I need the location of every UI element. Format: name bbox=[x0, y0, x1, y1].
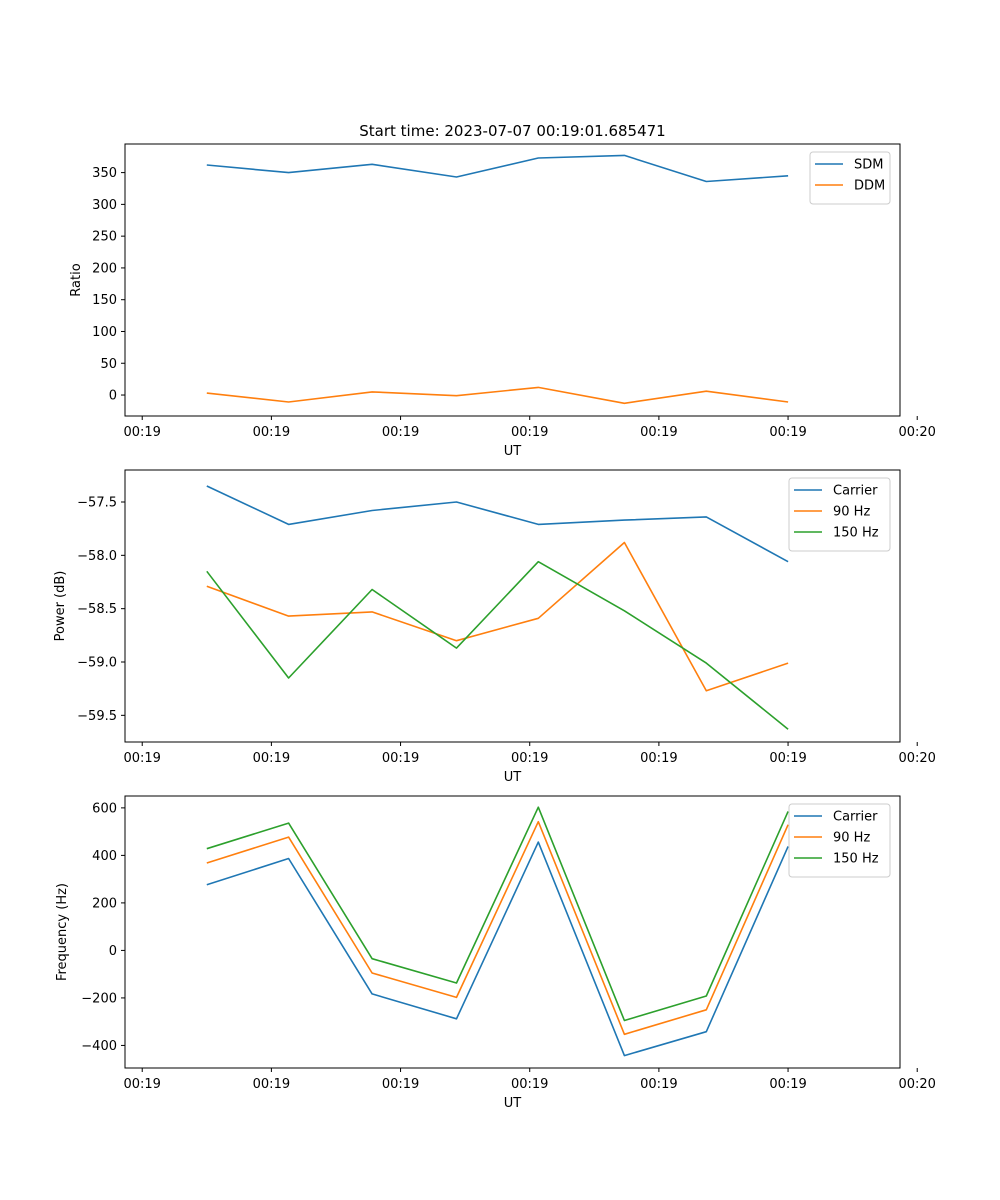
x-tick-label: 00:19 bbox=[123, 425, 160, 440]
y-tick-label: −200 bbox=[81, 991, 117, 1006]
x-tick-label: 00:19 bbox=[253, 751, 290, 766]
y-tick-label: 350 bbox=[92, 166, 117, 181]
x-axis-label: UT bbox=[504, 770, 522, 785]
x-tick-label: 00:19 bbox=[769, 425, 806, 440]
axes-frame bbox=[124, 143, 901, 417]
subplot-frequency: −400 −200 0 200 400 600 00:19 00:19 00:19 00:19 00… bbox=[55, 795, 936, 1111]
y-tick-label: −400 bbox=[81, 1039, 117, 1054]
legend-label: SDM bbox=[854, 158, 883, 173]
x-tick-label: 00:19 bbox=[123, 751, 160, 766]
figure-title: Start time: 2023-07-07 00:19:01.685471 bbox=[359, 122, 665, 140]
x-tick-label: 00:19 bbox=[511, 751, 548, 766]
legend-label: 90 Hz bbox=[833, 831, 870, 846]
series-line-carrier bbox=[206, 841, 789, 1057]
x-tick-label: 00:20 bbox=[898, 1077, 935, 1092]
x-tick-label: 00:19 bbox=[123, 1077, 160, 1092]
x-tick-label: 00:19 bbox=[640, 425, 677, 440]
y-tick-label: 0 bbox=[109, 389, 117, 404]
y-tick-label: 600 bbox=[92, 801, 117, 816]
x-axis-label: UT bbox=[504, 1096, 522, 1111]
y-tick-label: 100 bbox=[92, 325, 117, 340]
series-line-90-hz bbox=[206, 541, 789, 692]
y-tick-label: 300 bbox=[92, 198, 117, 213]
legend: Carrier 90 Hz 150 Hz bbox=[788, 477, 891, 552]
x-axis-label: UT bbox=[504, 444, 522, 459]
y-tick-label: 50 bbox=[100, 357, 117, 372]
y-tick-label: 200 bbox=[92, 896, 117, 911]
y-tick-label: 400 bbox=[92, 849, 117, 864]
y-tick-label: 150 bbox=[92, 293, 117, 308]
series-line-ddm bbox=[206, 386, 789, 405]
subplot-ratio: 0 50 100 150 200 250 300 350 00:19 00:19 00:19 00:1… bbox=[69, 143, 936, 459]
series-line-sdm bbox=[206, 154, 789, 183]
y-axis-label: Frequency (Hz) bbox=[55, 883, 70, 981]
axes-frame bbox=[124, 469, 901, 743]
x-tick-label: 00:20 bbox=[898, 425, 935, 440]
legend: Carrier 90 Hz 150 Hz bbox=[788, 803, 891, 878]
x-tick-label: 00:19 bbox=[640, 751, 677, 766]
x-tick-label: 00:19 bbox=[640, 1077, 677, 1092]
legend-label: 90 Hz bbox=[833, 505, 870, 520]
series-line-90-hz bbox=[206, 820, 789, 1036]
x-tick-label: 00:19 bbox=[511, 425, 548, 440]
legend: SDM DDM bbox=[809, 151, 891, 205]
legend-label: DDM bbox=[854, 179, 885, 194]
y-tick-label: −57.5 bbox=[77, 496, 117, 511]
x-tick-label: 00:19 bbox=[769, 751, 806, 766]
subplot-power: −59.5 −59.0 −58.5 −58.0 −57.5 00:19 00:19 00:19… bbox=[53, 469, 936, 785]
y-tick-label: −58.0 bbox=[77, 549, 117, 564]
legend-label: 150 Hz bbox=[833, 852, 879, 867]
y-tick-label: 200 bbox=[92, 261, 117, 276]
x-tick-label: 00:19 bbox=[253, 1077, 290, 1092]
x-tick-label: 00:19 bbox=[382, 1077, 419, 1092]
y-tick-label: −59.0 bbox=[77, 656, 117, 671]
x-tick-label: 00:19 bbox=[382, 751, 419, 766]
legend-frame bbox=[809, 151, 891, 205]
y-tick-label: 0 bbox=[109, 944, 117, 959]
y-axis-label: Power (dB) bbox=[53, 571, 68, 642]
legend-label: Carrier bbox=[833, 484, 878, 499]
x-tick-label: 00:19 bbox=[253, 425, 290, 440]
x-tick-label: 00:19 bbox=[769, 1077, 806, 1092]
series-line-150-hz bbox=[206, 806, 789, 1022]
series-line-150-hz bbox=[206, 560, 789, 730]
series-line-carrier bbox=[206, 485, 789, 563]
y-tick-label: −58.5 bbox=[77, 602, 117, 617]
y-axis-label: Ratio bbox=[69, 263, 84, 296]
x-tick-label: 00:19 bbox=[511, 1077, 548, 1092]
x-tick-label: 00:20 bbox=[898, 751, 935, 766]
axes-frame bbox=[124, 795, 901, 1069]
x-tick-label: 00:19 bbox=[382, 425, 419, 440]
y-tick-label: −59.5 bbox=[77, 709, 117, 724]
legend-label: 150 Hz bbox=[833, 526, 879, 541]
y-tick-label: 250 bbox=[92, 230, 117, 245]
legend-label: Carrier bbox=[833, 810, 878, 825]
